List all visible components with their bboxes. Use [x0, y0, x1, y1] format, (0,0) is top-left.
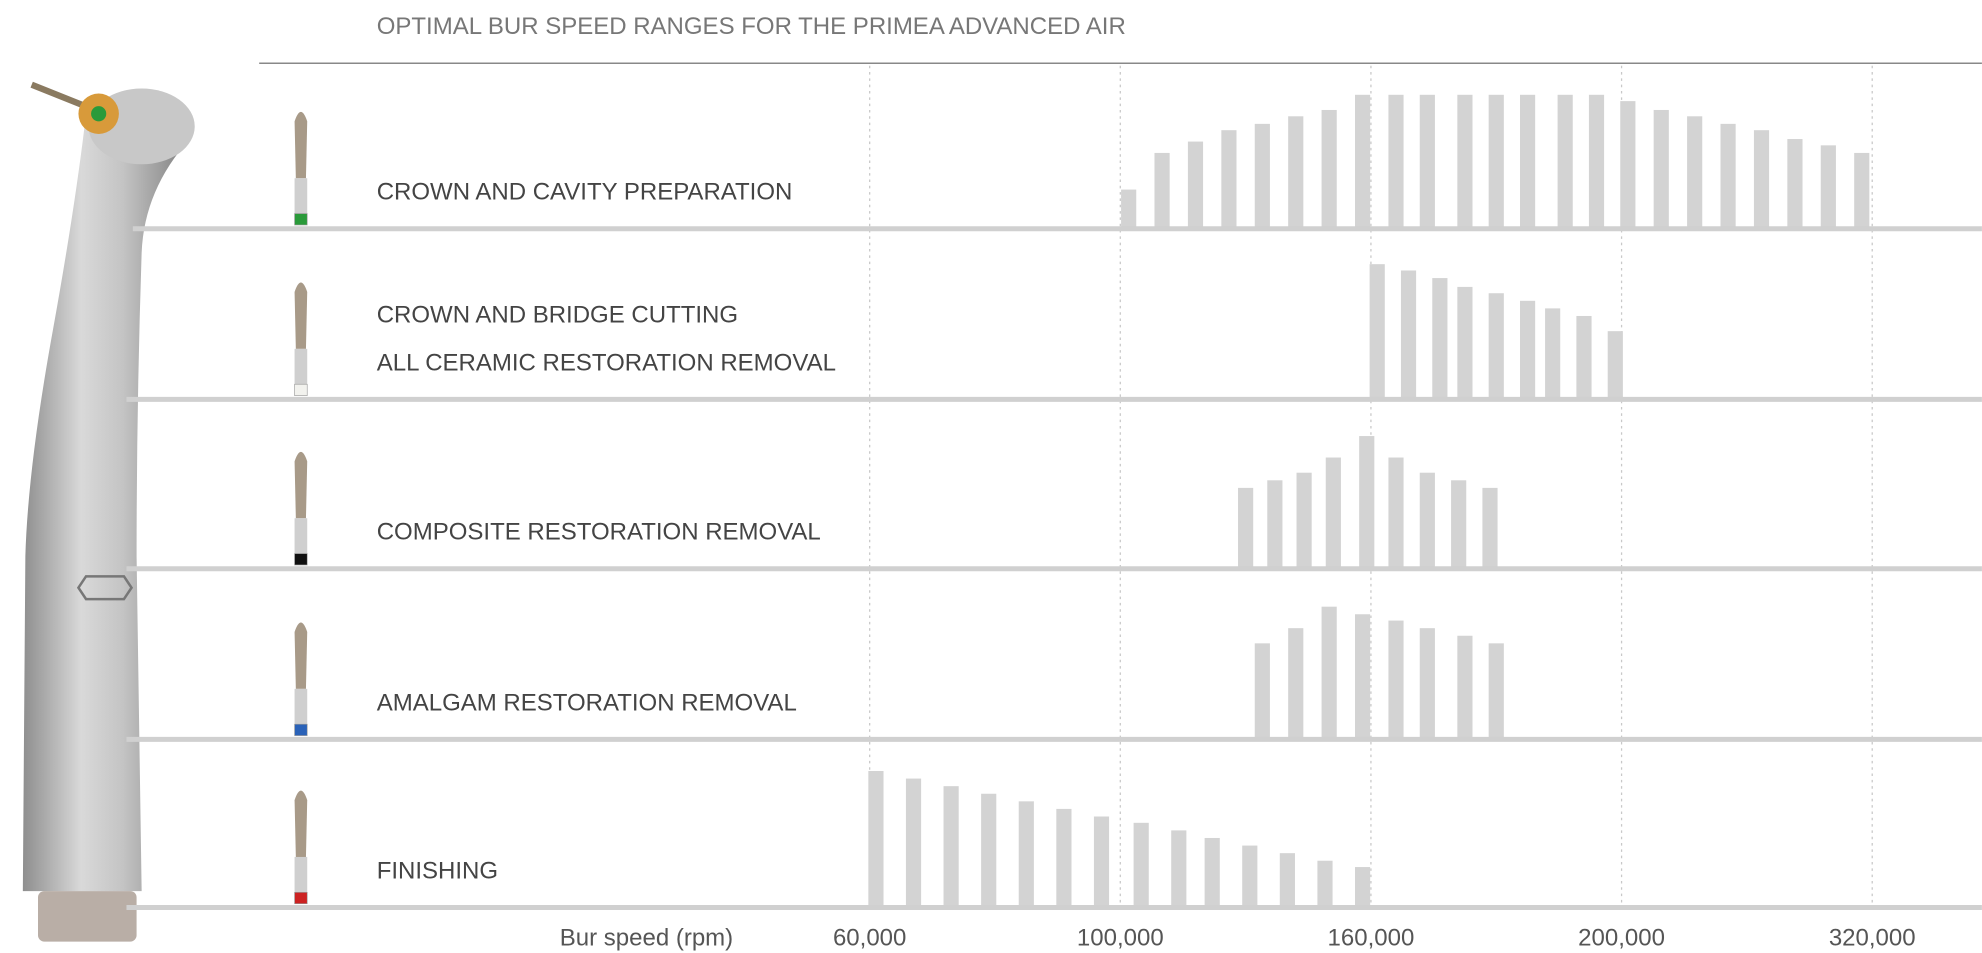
- row-label: CROWN AND CAVITY PREPARATION: [377, 179, 793, 206]
- bur-shank: [294, 856, 308, 895]
- bar: [1288, 628, 1304, 740]
- row: FINISHING: [126, 770, 1982, 911]
- bur-icon: [294, 111, 308, 179]
- handpiece: [22, 81, 195, 942]
- bur-icon: [294, 451, 308, 519]
- bar: [1787, 139, 1803, 229]
- bar: [1520, 300, 1536, 400]
- bar: [1545, 308, 1561, 400]
- bar: [1369, 264, 1385, 400]
- bar: [1419, 94, 1435, 229]
- x-tick-label: 60,000: [833, 924, 906, 951]
- x-tick-label: 160,000: [1328, 924, 1415, 951]
- bar: [1854, 152, 1870, 229]
- bur-shank: [294, 178, 308, 217]
- x-tick-label: 200,000: [1578, 924, 1665, 951]
- bar: [1720, 123, 1736, 229]
- bur-shank: [294, 518, 308, 557]
- bar: [1520, 94, 1536, 229]
- bar: [1242, 845, 1258, 908]
- bur-icon: [294, 622, 308, 689]
- row: CROWN AND BRIDGE CUTTING ALL CERAMIC REST…: [126, 264, 1982, 402]
- bar: [1354, 614, 1371, 740]
- bar: [1388, 620, 1404, 740]
- bar: [1451, 480, 1467, 569]
- chart-title: OPTIMAL BUR SPEED RANGES FOR THE PRIMEA …: [377, 13, 1126, 40]
- bar: [1093, 816, 1110, 908]
- bar: [1321, 109, 1337, 229]
- bar: [1488, 643, 1504, 740]
- bar: [1121, 189, 1137, 229]
- bar: [1187, 141, 1204, 229]
- bar: [1133, 822, 1149, 908]
- bar: [1325, 457, 1341, 569]
- bar: [1820, 145, 1836, 229]
- x-axis-label: Bur speed (rpm): [560, 924, 733, 951]
- bur-band: [294, 892, 308, 905]
- bar: [1238, 487, 1254, 569]
- bar: [1354, 94, 1371, 229]
- bar: [1457, 94, 1473, 229]
- bur-band: [294, 383, 308, 396]
- bar: [1354, 867, 1371, 908]
- bar: [1419, 472, 1435, 569]
- bar: [1204, 837, 1220, 908]
- bar: [1607, 331, 1623, 400]
- bar: [981, 793, 997, 908]
- bar: [1388, 457, 1404, 569]
- bar: [1482, 487, 1498, 569]
- bar: [1267, 480, 1283, 569]
- bar: [868, 770, 884, 908]
- bar: [1653, 109, 1669, 229]
- row-label: ALL CERAMIC RESTORATION REMOVAL: [377, 349, 836, 376]
- row: COMPOSITE RESTORATION REMOVAL: [126, 436, 1982, 572]
- bar: [1317, 860, 1333, 908]
- bar: [1154, 152, 1170, 229]
- bar: [1588, 94, 1605, 229]
- row-label: FINISHING: [377, 857, 498, 884]
- row-label: CROWN AND BRIDGE CUTTING: [377, 301, 738, 328]
- bar: [943, 786, 959, 908]
- bar: [1576, 315, 1592, 400]
- bar: [1018, 801, 1034, 908]
- bar: [1288, 116, 1304, 229]
- row-label: AMALGAM RESTORATION REMOVAL: [377, 689, 797, 716]
- bar: [1254, 643, 1270, 740]
- bar: [1488, 293, 1504, 400]
- bur-band: [294, 553, 308, 566]
- bar: [1419, 628, 1435, 740]
- bar: [1171, 830, 1187, 908]
- bar: [1221, 130, 1237, 229]
- bar: [1557, 94, 1573, 229]
- bar: [905, 778, 922, 908]
- bur-band: [294, 723, 308, 736]
- bur-icon: [294, 790, 308, 857]
- bar: [1388, 94, 1404, 229]
- bar: [1279, 853, 1295, 908]
- bar: [1620, 101, 1636, 229]
- bar: [1488, 94, 1504, 229]
- bur-shank: [294, 688, 308, 727]
- bar: [1254, 123, 1270, 229]
- bar: [1321, 606, 1337, 740]
- bar: [1296, 472, 1312, 569]
- bar: [1753, 130, 1770, 229]
- bur-shank: [294, 348, 308, 387]
- bur-band: [294, 213, 308, 226]
- bar: [1056, 808, 1072, 908]
- bar: [1457, 286, 1473, 400]
- bar: [1400, 270, 1417, 400]
- bar: [1359, 436, 1375, 569]
- bar: [1457, 635, 1473, 740]
- x-tick-label: 100,000: [1077, 924, 1164, 951]
- bar: [1432, 278, 1448, 400]
- x-tick-label: 320,000: [1829, 924, 1916, 951]
- bur-icon: [294, 282, 308, 349]
- row: AMALGAM RESTORATION REMOVAL: [126, 606, 1982, 742]
- row-label: COMPOSITE RESTORATION REMOVAL: [377, 519, 821, 546]
- row: CROWN AND CAVITY PREPARATION: [132, 94, 1982, 232]
- bar: [1687, 116, 1703, 229]
